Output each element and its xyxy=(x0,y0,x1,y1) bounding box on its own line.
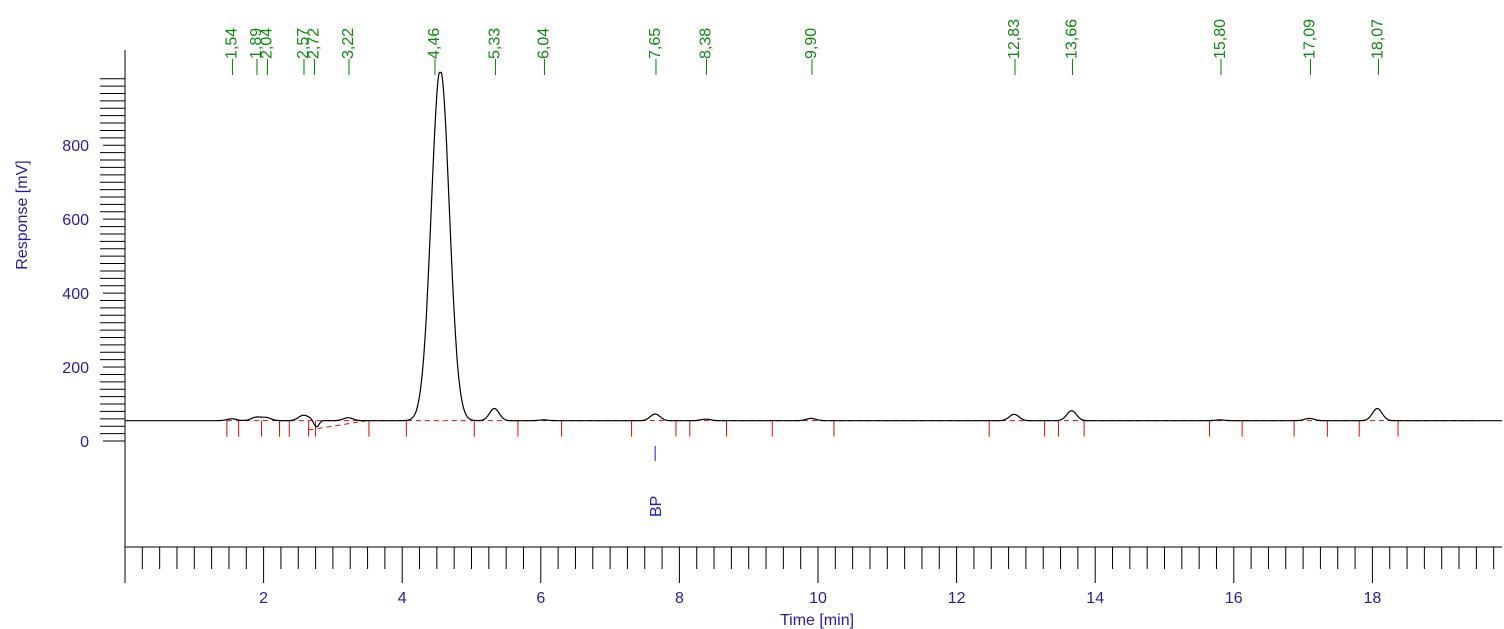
peak-label: —2,72 xyxy=(305,28,322,75)
peak-label-group: —18,07 xyxy=(1369,19,1386,75)
peak-label-group: —2,57 xyxy=(295,28,312,75)
peak-label: —15,80 xyxy=(1212,19,1229,75)
peak-label: —1,89 xyxy=(248,28,265,75)
x-tick-label: 6 xyxy=(536,590,545,607)
peak-label: —2,04 xyxy=(258,28,275,75)
peak-label: —1,54 xyxy=(224,28,241,75)
peak-label-group: —12,83 xyxy=(1006,19,1023,75)
peak-label: —3,22 xyxy=(340,28,357,75)
x-tick-label: 12 xyxy=(948,590,966,607)
peak-label: —8,38 xyxy=(698,28,715,75)
peak-label: —6,04 xyxy=(536,28,553,75)
peak-label-group: —13,66 xyxy=(1064,19,1081,75)
peak-label-group: —6,04 xyxy=(536,28,553,75)
peak-label: —13,66 xyxy=(1064,19,1081,75)
baseline-segment xyxy=(308,420,368,431)
y-tick-label: 400 xyxy=(62,286,89,303)
peak-label: —9,90 xyxy=(803,28,820,75)
peak-label-group: —2,72 xyxy=(305,28,322,75)
peak-label-group: —17,09 xyxy=(1301,19,1318,75)
peak-label: —12,83 xyxy=(1006,19,1023,75)
peak-label-group: —5,33 xyxy=(486,28,503,75)
y-tick-label: 800 xyxy=(62,138,89,155)
peak-label-group: —7,65 xyxy=(647,28,664,75)
x-axis-label: Time [min] xyxy=(780,612,854,629)
annotation-layer: BP xyxy=(648,446,665,517)
x-tick-label: 2 xyxy=(259,590,268,607)
peak-label: —17,09 xyxy=(1301,19,1318,75)
annotation-label: BP xyxy=(648,496,665,517)
x-tick-label: 8 xyxy=(675,590,684,607)
trace-layer xyxy=(125,71,1502,428)
peak-label: —5,33 xyxy=(486,28,503,75)
axes: 0 200 400 600 800 2 4 6 8 10 12 14 16 18 xyxy=(62,50,1502,607)
peak-label-group: —15,80 xyxy=(1212,19,1229,75)
peak-label-group: —1,54 xyxy=(224,28,241,75)
x-tick-label: 10 xyxy=(809,590,827,607)
chromatogram-trace xyxy=(125,71,1502,428)
annotation-label-group: BP xyxy=(648,496,665,517)
peak-label: —2,57 xyxy=(295,28,312,75)
peak-label-group: —3,22 xyxy=(340,28,357,75)
baseline-layer xyxy=(226,420,1477,437)
y-axis-label: Response [mV] xyxy=(14,160,31,269)
peak-label-group: —9,90 xyxy=(803,28,820,75)
peak-label: —18,07 xyxy=(1369,19,1386,75)
y-tick-label: 0 xyxy=(80,434,89,451)
peak-label-group: —2,04 xyxy=(258,28,275,75)
x-tick-label: 18 xyxy=(1364,590,1382,607)
x-tick-label: 4 xyxy=(398,590,407,607)
peak-label-layer: —1,54 —1,89—2,04 —2,57—2,72 —3,22 —4,46 —5,33… xyxy=(224,19,1387,75)
peak-label: —7,65 xyxy=(647,28,664,75)
peak-label-group: —8,38 xyxy=(698,28,715,75)
peak-label-group: —1,89 xyxy=(248,28,265,75)
peak-label-group: —4,46 xyxy=(426,28,443,75)
y-tick-label: 200 xyxy=(62,360,89,377)
x-tick-label: 14 xyxy=(1086,590,1104,607)
peak-label: —4,46 xyxy=(426,28,443,75)
y-tick-label: 600 xyxy=(62,212,89,229)
x-tick-label: 16 xyxy=(1225,590,1243,607)
